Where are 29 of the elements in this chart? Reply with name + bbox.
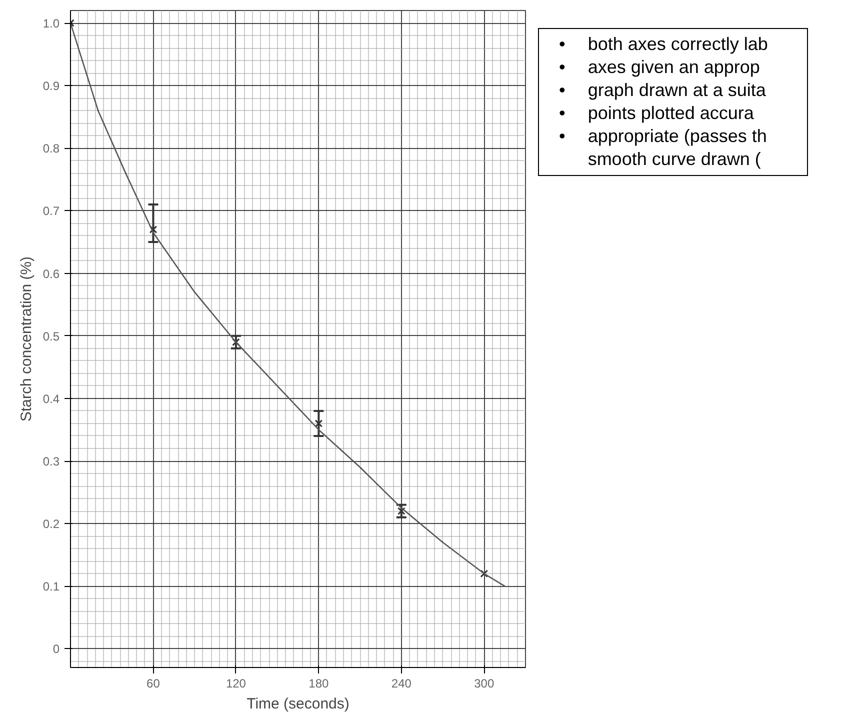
y-tick-label: 0.4: [42, 392, 60, 406]
text: • appropriate (passes th: [559, 125, 768, 148]
y-tick-label: 0.8: [42, 142, 60, 156]
point: [149, 226, 158, 234]
text: smooth curve drawn (: [586, 148, 762, 171]
y-tick-label: 1.0: [42, 16, 60, 31]
y-tick-label: 0.1: [42, 580, 60, 594]
point: [314, 420, 323, 428]
point: [397, 507, 406, 516]
text: • axes given an approp: [559, 56, 761, 79]
x-tick-label: 240: [391, 676, 412, 690]
y-tick-label: 0.3: [42, 454, 60, 469]
y-tick-label: 0.6: [42, 266, 60, 281]
y-tick-label: 0.5: [42, 329, 60, 344]
x-tick-label: 300: [474, 676, 494, 690]
text: • points plotted accura: [559, 102, 755, 125]
line-series: [70, 22, 506, 587]
y-tick-label: 0: [52, 642, 60, 656]
point: [480, 570, 488, 578]
text: • both axes correctly lab: [559, 33, 769, 56]
y-tick-label: 0.7: [42, 204, 60, 218]
y-tick-label: 0.2: [42, 517, 60, 532]
x-tick-label: 60: [146, 676, 160, 690]
x-axis-title: Time (seconds): [246, 696, 350, 712]
x-tick-label: 180: [308, 676, 330, 690]
y-axis-title: Starch concentration (%): [18, 256, 35, 422]
x-tick-label: 120: [226, 676, 246, 690]
y-tick-label: 0.9: [42, 79, 60, 94]
text: • graph drawn at a suita: [559, 79, 767, 102]
